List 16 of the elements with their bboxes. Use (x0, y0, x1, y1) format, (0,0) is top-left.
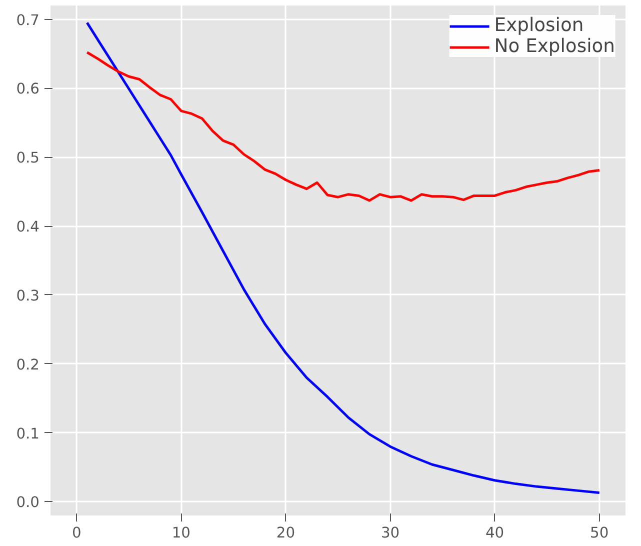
y-tick-label: 0.0 (16, 494, 40, 512)
legend-label: Explosion (494, 15, 584, 36)
y-tick-label: 0.5 (16, 150, 40, 167)
x-tick-label: 50 (590, 524, 609, 542)
x-tick-label: 0 (72, 524, 82, 542)
legend-label: No Explosion (494, 36, 615, 57)
y-tick-label: 0.4 (16, 218, 40, 236)
y-tick-label: 0.7 (16, 12, 40, 29)
x-tick-label: 10 (172, 524, 191, 542)
x-tick-label: 30 (380, 524, 400, 542)
y-tick-label: 0.3 (16, 287, 40, 304)
y-tick-label: 0.6 (16, 80, 40, 98)
x-tick-label: 20 (276, 524, 296, 542)
y-tick-label: 0.1 (16, 425, 40, 442)
y-tick-label: 0.2 (16, 356, 40, 374)
x-tick-label: 40 (485, 524, 504, 542)
